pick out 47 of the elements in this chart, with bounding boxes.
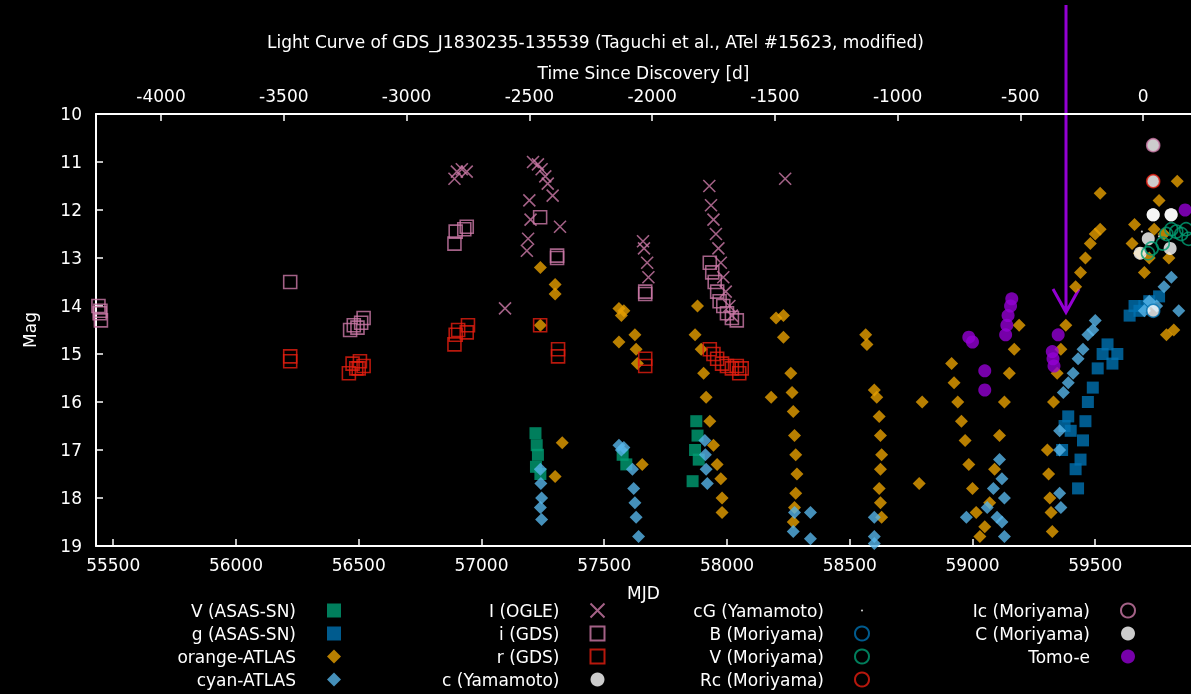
legend-label: B (Moriyama) (709, 623, 824, 644)
legend-label: Ic (Moriyama) (972, 600, 1090, 621)
x-tick-label: 59000 (945, 554, 1000, 575)
y-tick-label: 10 (60, 104, 82, 124)
legend-label: Rc (Moriyama) (699, 669, 824, 690)
legend-label: Tomo-e (1027, 646, 1090, 667)
y-tick-label: 17 (60, 440, 82, 460)
x2-tick-label: -2500 (504, 85, 555, 106)
legend-label: r (GDS) (496, 646, 560, 667)
y-tick-label: 15 (60, 344, 82, 364)
x2-tick-label: 0 (1137, 85, 1149, 106)
legend-label: g (ASAS-SN) (191, 623, 296, 644)
x-tick-label: 58000 (699, 554, 755, 575)
y-tick-label: 16 (60, 392, 82, 412)
chart-title: Light Curve of GDS_J1830235-135539 (Taguchi et al., ATel #15623, modified) (267, 31, 924, 53)
y-tick-label: 19 (60, 536, 82, 556)
legend-label: orange-ATLAS (177, 646, 296, 667)
legend-label: cG (Yamamoto) (693, 600, 824, 621)
x2-tick-label: -3000 (381, 85, 432, 106)
legend-label: C (Moriyama) (975, 623, 1090, 644)
x2-tick-label: -3500 (259, 85, 309, 106)
x2-axis-title: Time Since Discovery [d] (536, 62, 750, 83)
x2-tick-label: -1500 (750, 85, 800, 106)
legend-label: c (Yamamoto) (442, 669, 560, 690)
x2-tick-label: -1000 (872, 85, 923, 106)
y-tick-label: 12 (60, 200, 82, 220)
x2-tick-label: -500 (1001, 85, 1040, 106)
y-tick-label: 11 (60, 152, 82, 172)
legend-label: V (ASAS-SN) (190, 600, 296, 621)
x-tick-label: 59500 (1068, 554, 1123, 575)
y-tick-label: 13 (60, 248, 82, 268)
x-tick-label: 56500 (331, 554, 386, 575)
x-tick-label: 57500 (577, 554, 632, 575)
legend-label: i (GDS) (499, 623, 560, 644)
y-axis-title: Mag (19, 312, 40, 348)
legend-label: V (Moriyama) (709, 646, 824, 667)
y-tick-label: 14 (60, 296, 82, 316)
legend-label: cyan-ATLAS (196, 669, 296, 690)
x-tick-label: 57000 (454, 554, 509, 575)
y-tick-label: 18 (60, 488, 82, 508)
x2-tick-label: -2000 (627, 85, 677, 106)
x-tick-label: 56000 (208, 554, 263, 575)
x-tick-label: 58500 (822, 554, 877, 575)
x-tick-label: 55500 (86, 554, 141, 575)
x2-tick-label: -4000 (136, 85, 186, 106)
x-axis-title: MJD (627, 582, 660, 603)
legend-label: I (OGLE) (489, 600, 560, 621)
